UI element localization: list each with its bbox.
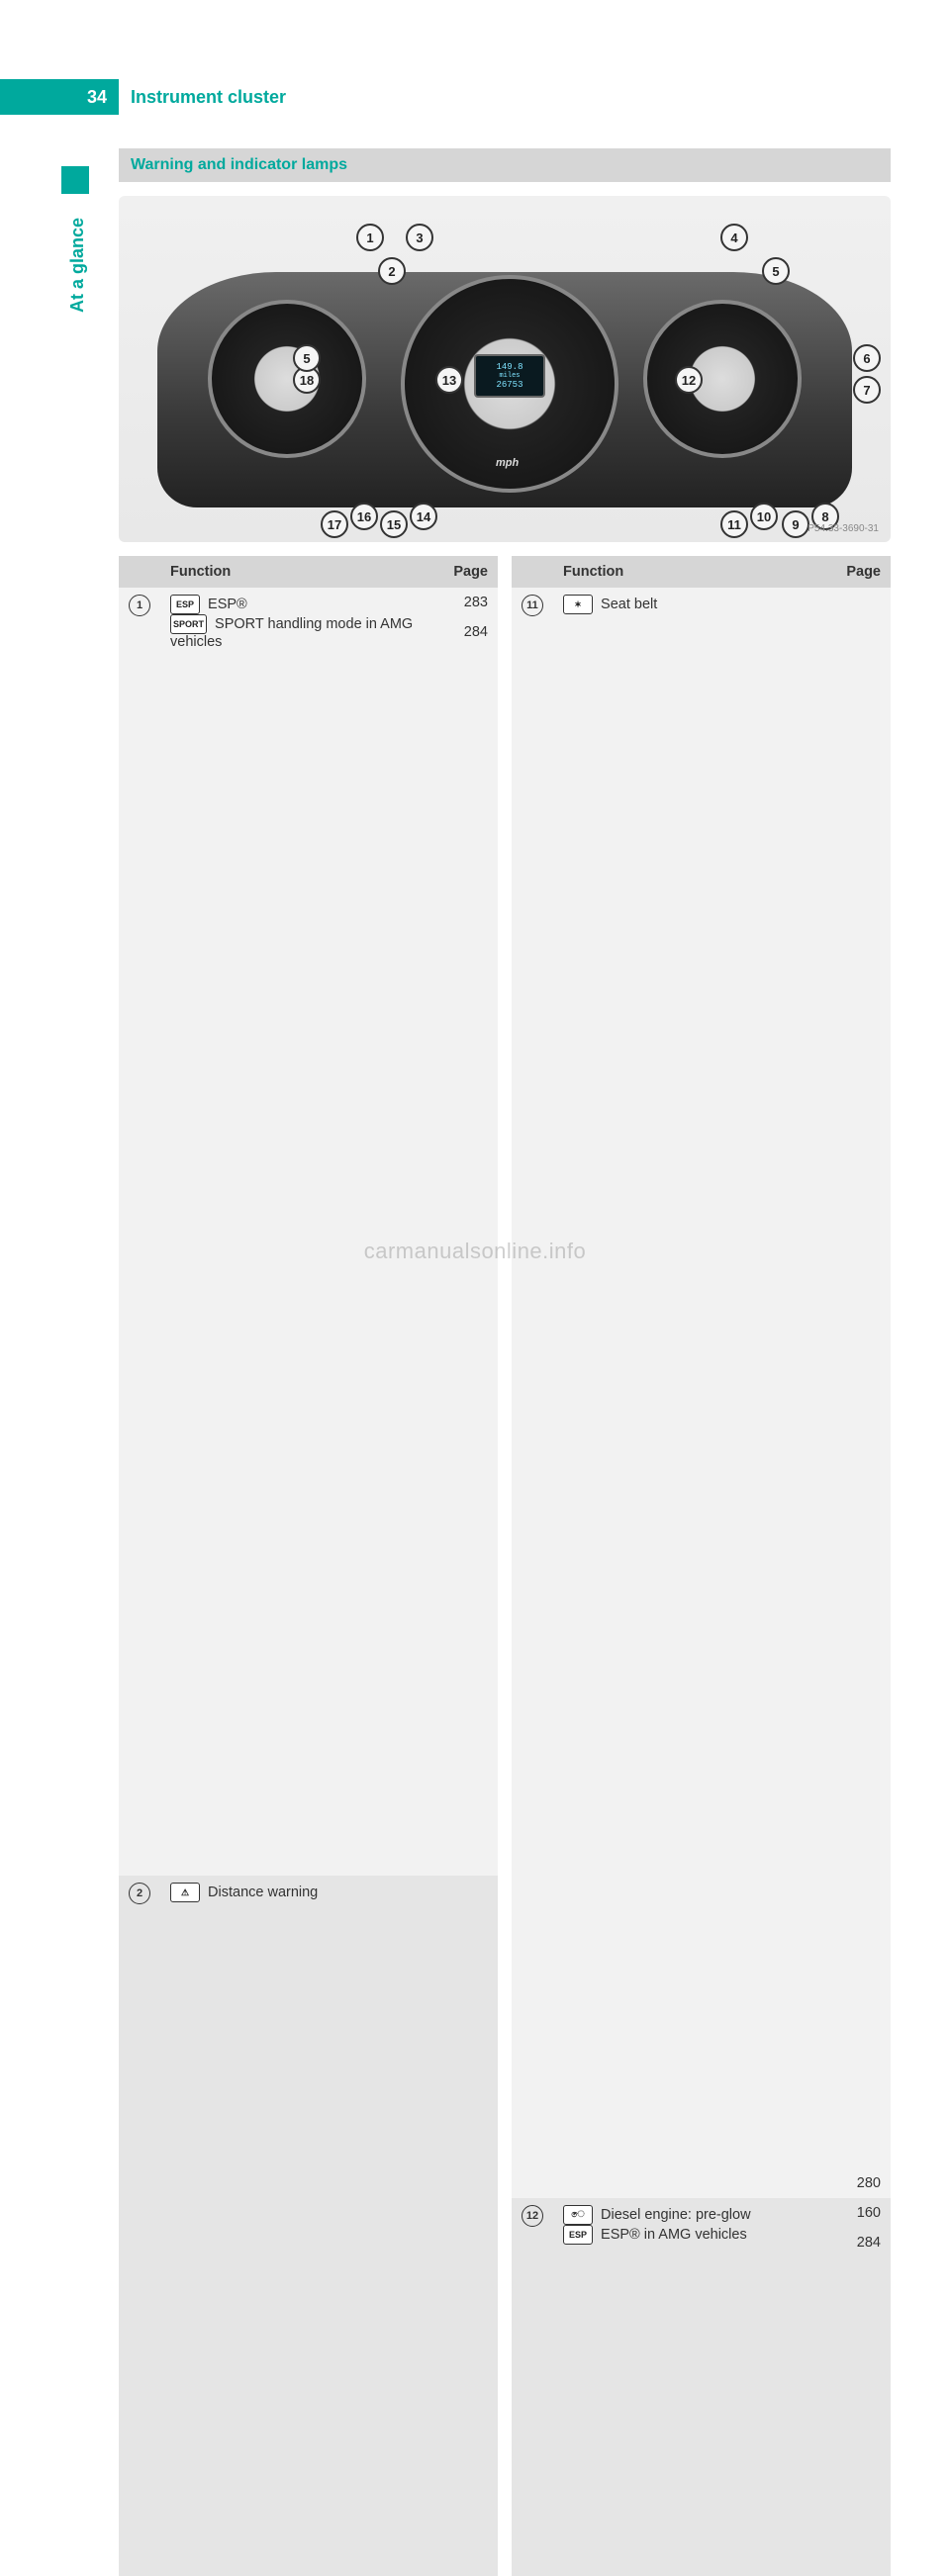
- callout-16: 16: [350, 503, 378, 530]
- function-table-left: Function Page 1 ESP ESP®SPORT SPORT handl…: [119, 556, 498, 2576]
- page-cell: 280: [827, 588, 891, 2198]
- ref-cell: 2: [119, 1876, 160, 2576]
- function-cell: ESP ESP®SPORT SPORT handling mode in AMG…: [160, 588, 434, 1876]
- callout-6: 6: [853, 344, 881, 372]
- gauge-left: [208, 300, 366, 458]
- figure-reference: P54.33-3690-31: [808, 523, 879, 534]
- function-cell: ⚠ Distance warning: [160, 1876, 434, 2576]
- lcd-unit: miles: [476, 372, 543, 380]
- callout-9: 9: [782, 510, 809, 538]
- callout-4: 4: [720, 224, 748, 251]
- page-header: 34 Instrument cluster: [0, 79, 950, 115]
- lcd-trip: 149.8: [476, 362, 543, 372]
- function-cell: ෙ Diesel engine: pre-glowESP ESP® in AMG…: [553, 2198, 827, 2576]
- col-function: Function: [160, 556, 434, 588]
- callout-17: 17: [321, 510, 348, 538]
- page-number-tab: 34: [0, 79, 119, 115]
- manual-page: 34 Instrument cluster At a glance Warnin…: [0, 0, 950, 1288]
- ref-circle: 11: [522, 595, 543, 616]
- ref-circle: 12: [522, 2205, 543, 2227]
- gauge-right: [643, 300, 802, 458]
- callout-14: 14: [410, 503, 437, 530]
- col-function: Function: [553, 556, 827, 588]
- side-tab-block: [61, 166, 89, 194]
- function-cell: ✶ Seat belt: [553, 588, 827, 2198]
- side-tab: At a glance: [61, 166, 89, 344]
- lcd-display: 149.8 miles 26753: [474, 354, 545, 398]
- table-row: 11 ✶ Seat belt280: [512, 588, 891, 2198]
- instrument-cluster-figure: 149.8 miles 26753 mph 123456789101112131…: [119, 196, 891, 542]
- col-ref: [119, 556, 160, 588]
- symbol-icon: ✶: [563, 595, 593, 614]
- callout-3: 3: [406, 224, 433, 251]
- callout-5: 5: [762, 257, 790, 285]
- section-heading-bar: Warning and indicator lamps: [119, 148, 891, 182]
- callout-10: 10: [750, 503, 778, 530]
- page-cell: 289: [434, 1876, 498, 2576]
- chapter-title: Instrument cluster: [131, 87, 286, 108]
- gauge-speedometer: 149.8 miles 26753 mph: [401, 275, 618, 493]
- callout-13: 13: [435, 366, 463, 394]
- lcd-odo: 26753: [476, 380, 543, 390]
- function-table-right: Function Page 11✶ Seat belt28012ෙ Diesel…: [512, 556, 891, 2576]
- page-cell: 283284: [434, 588, 498, 1876]
- page-number: 34: [87, 87, 107, 108]
- ref-cell: 11: [512, 588, 553, 2198]
- callout-7: 7: [853, 376, 881, 404]
- callout-11: 11: [720, 510, 748, 538]
- col-ref: [512, 556, 553, 588]
- page-cell: 160284: [827, 2198, 891, 2576]
- table-row: 1 ESP ESP®SPORT SPORT handling mode in AM…: [119, 588, 498, 1876]
- callout-5b: 5: [293, 344, 321, 372]
- watermark: carmanualsonline.info: [364, 1239, 587, 1264]
- ref-cell: 12: [512, 2198, 553, 2576]
- function-tables: Function Page 1 ESP ESP®SPORT SPORT handl…: [119, 556, 891, 2576]
- content-area: Warning and indicator lamps 149.8 miles …: [119, 148, 891, 2576]
- col-page: Page: [434, 556, 498, 588]
- symbol-icon: SPORT: [170, 614, 207, 634]
- symbol-icon: ⚠: [170, 1883, 200, 1902]
- callout-2: 2: [378, 257, 406, 285]
- callout-12: 12: [675, 366, 703, 394]
- callout-15: 15: [380, 510, 408, 538]
- section-heading: Warning and indicator lamps: [131, 156, 347, 173]
- symbol-icon: ESP: [563, 2225, 593, 2245]
- ref-circle: 1: [129, 595, 150, 616]
- symbol-icon: ESP: [170, 595, 200, 614]
- table-row: 12ෙ Diesel engine: pre-glowESP ESP® in A…: [512, 2198, 891, 2576]
- col-page: Page: [827, 556, 891, 588]
- ref-cell: 1: [119, 588, 160, 1876]
- symbol-icon: ෙ: [563, 2205, 593, 2225]
- table-row: 2 ⚠ Distance warning289: [119, 1876, 498, 2576]
- mph-label: mph: [496, 457, 519, 469]
- ref-circle: 2: [129, 1883, 150, 1904]
- callout-1: 1: [356, 224, 384, 251]
- side-tab-label: At a glance: [67, 218, 88, 313]
- chapter-title-wrap: Instrument cluster: [119, 79, 286, 115]
